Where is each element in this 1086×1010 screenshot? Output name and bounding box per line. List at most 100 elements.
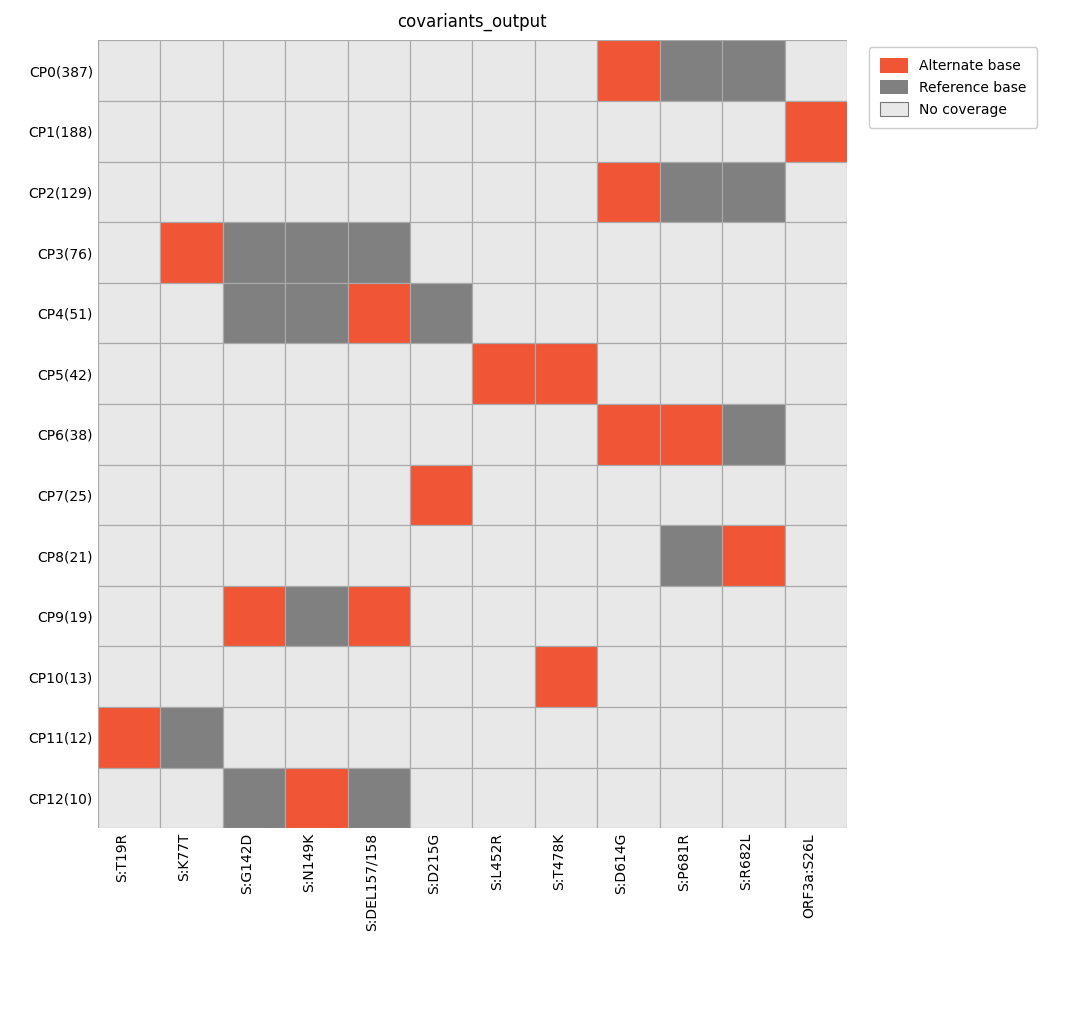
- Bar: [98, 222, 161, 283]
- Bar: [411, 646, 472, 707]
- Bar: [472, 465, 535, 525]
- Bar: [348, 222, 411, 283]
- Bar: [722, 646, 785, 707]
- Legend: Alternate base, Reference base, No coverage: Alternate base, Reference base, No cover…: [869, 47, 1037, 128]
- Bar: [161, 404, 223, 465]
- Bar: [161, 162, 223, 222]
- Bar: [285, 343, 348, 404]
- Bar: [161, 525, 223, 586]
- Bar: [660, 768, 722, 828]
- Bar: [411, 404, 472, 465]
- Bar: [472, 404, 535, 465]
- Bar: [784, 646, 847, 707]
- Bar: [784, 40, 847, 101]
- Bar: [660, 343, 722, 404]
- Bar: [223, 525, 285, 586]
- Bar: [161, 222, 223, 283]
- Bar: [348, 525, 411, 586]
- Bar: [161, 101, 223, 162]
- Bar: [597, 465, 660, 525]
- Bar: [472, 162, 535, 222]
- Bar: [223, 283, 285, 343]
- Bar: [722, 768, 785, 828]
- Title: covariants_output: covariants_output: [397, 12, 547, 30]
- Bar: [722, 101, 785, 162]
- Bar: [597, 525, 660, 586]
- Bar: [535, 465, 597, 525]
- Bar: [660, 40, 722, 101]
- Bar: [722, 525, 785, 586]
- Bar: [285, 646, 348, 707]
- Bar: [285, 283, 348, 343]
- Bar: [98, 283, 161, 343]
- Bar: [472, 222, 535, 283]
- Bar: [285, 101, 348, 162]
- Bar: [660, 404, 722, 465]
- Bar: [784, 343, 847, 404]
- Bar: [597, 404, 660, 465]
- Bar: [784, 525, 847, 586]
- Bar: [98, 404, 161, 465]
- Bar: [784, 404, 847, 465]
- Bar: [535, 404, 597, 465]
- Bar: [348, 40, 411, 101]
- Bar: [535, 101, 597, 162]
- Bar: [285, 40, 348, 101]
- Bar: [411, 343, 472, 404]
- Bar: [411, 586, 472, 646]
- Bar: [223, 586, 285, 646]
- Bar: [285, 162, 348, 222]
- Bar: [348, 283, 411, 343]
- Bar: [98, 768, 161, 828]
- Bar: [472, 768, 535, 828]
- Bar: [161, 283, 223, 343]
- Bar: [535, 40, 597, 101]
- Bar: [472, 586, 535, 646]
- Bar: [535, 343, 597, 404]
- Bar: [411, 465, 472, 525]
- Bar: [472, 525, 535, 586]
- Bar: [285, 586, 348, 646]
- Bar: [784, 586, 847, 646]
- Bar: [285, 525, 348, 586]
- Bar: [411, 40, 472, 101]
- Bar: [223, 101, 285, 162]
- Bar: [660, 525, 722, 586]
- Bar: [722, 222, 785, 283]
- Bar: [722, 343, 785, 404]
- Bar: [285, 404, 348, 465]
- Bar: [223, 162, 285, 222]
- Bar: [597, 768, 660, 828]
- Bar: [722, 465, 785, 525]
- Bar: [535, 768, 597, 828]
- Bar: [411, 283, 472, 343]
- Bar: [660, 101, 722, 162]
- Bar: [348, 465, 411, 525]
- Bar: [472, 40, 535, 101]
- Bar: [784, 222, 847, 283]
- Bar: [784, 768, 847, 828]
- Bar: [223, 40, 285, 101]
- Bar: [223, 707, 285, 768]
- Bar: [411, 222, 472, 283]
- Bar: [348, 768, 411, 828]
- Bar: [161, 707, 223, 768]
- Bar: [223, 646, 285, 707]
- Bar: [597, 283, 660, 343]
- Bar: [348, 646, 411, 707]
- Bar: [660, 465, 722, 525]
- Bar: [98, 101, 161, 162]
- Bar: [98, 465, 161, 525]
- Bar: [660, 162, 722, 222]
- Bar: [472, 646, 535, 707]
- Bar: [348, 586, 411, 646]
- Bar: [722, 707, 785, 768]
- Bar: [597, 162, 660, 222]
- Bar: [223, 404, 285, 465]
- Bar: [784, 707, 847, 768]
- Bar: [784, 101, 847, 162]
- Bar: [161, 646, 223, 707]
- Bar: [472, 101, 535, 162]
- Bar: [98, 40, 161, 101]
- Bar: [597, 586, 660, 646]
